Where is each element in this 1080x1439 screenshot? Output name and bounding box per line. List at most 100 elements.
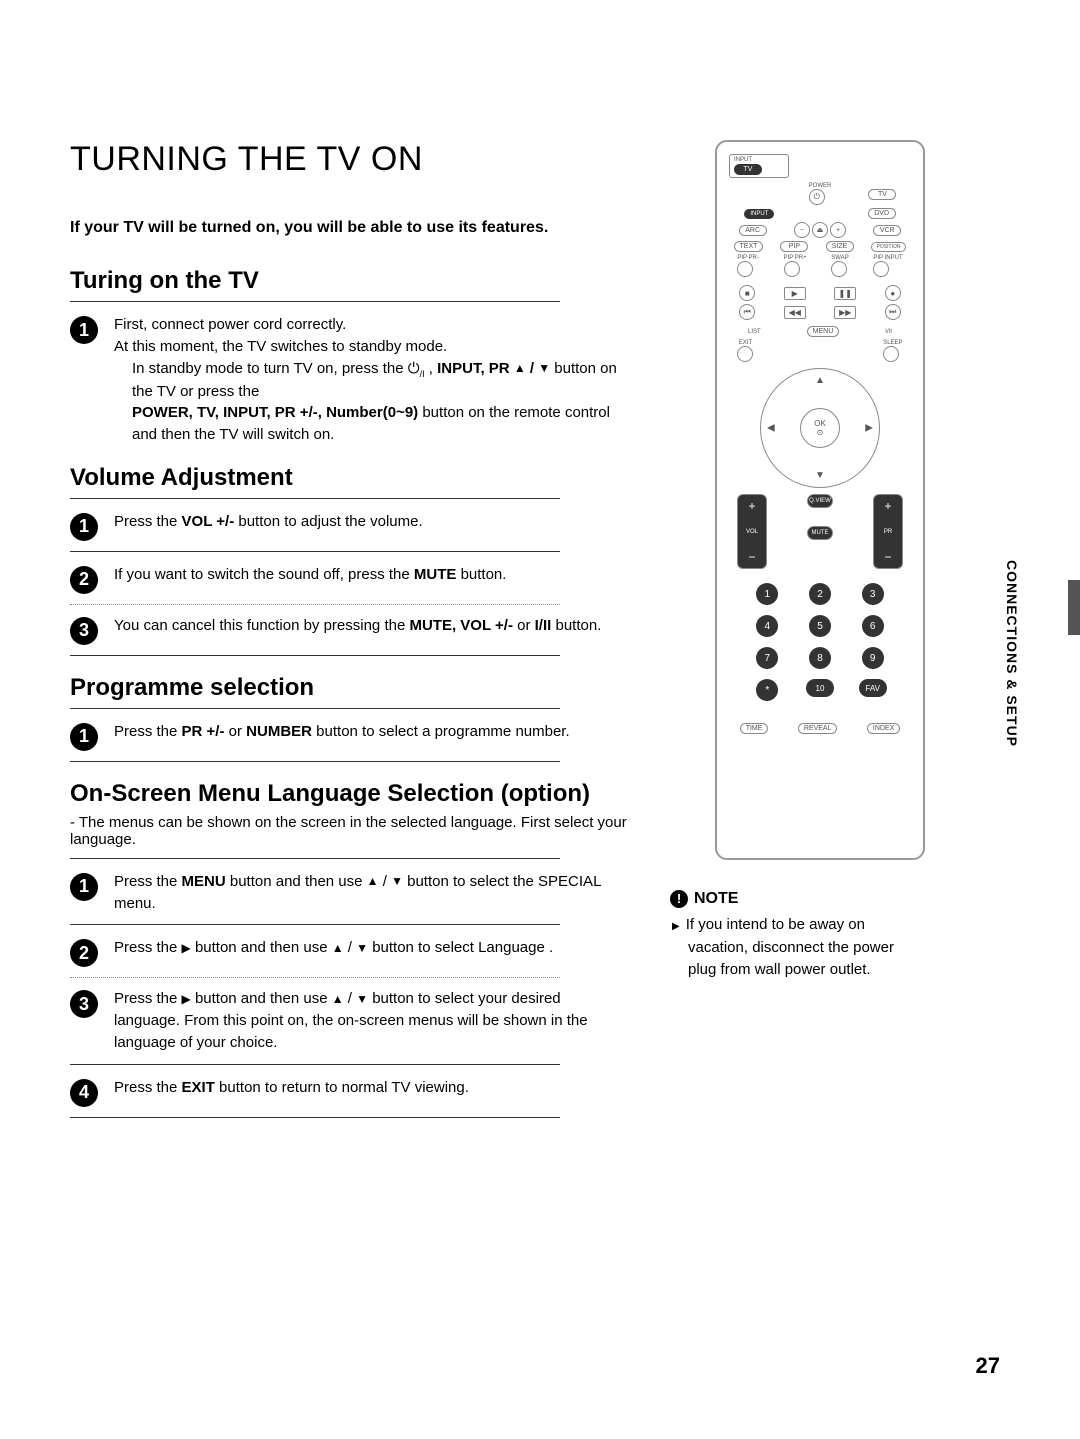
t: Press the [114, 939, 182, 956]
step-text: You can cancel this function by pressing… [114, 615, 601, 645]
remote-rec: ● [885, 285, 901, 301]
note-title: NOTE [670, 890, 900, 908]
step-badge: 1 [70, 316, 98, 344]
step-text: Press the EXIT button to return to norma… [114, 1077, 469, 1107]
t: button. [461, 566, 507, 583]
remote-input-label: INPUT [734, 157, 752, 163]
remote-tv-btn2: TV [868, 189, 896, 200]
remote-rew: ◀◀ [784, 306, 806, 319]
note-box: NOTE If you intend to be away on vacatio… [670, 890, 900, 982]
remote-power-btn: ⏻ [809, 189, 825, 205]
section-intro: - The menus can be shown on the screen i… [70, 814, 630, 848]
step-text: Press the ▶ button and then use ▲ / ▼ bu… [114, 937, 553, 967]
divider [70, 655, 560, 656]
remote-prev: ⏮ [739, 304, 755, 320]
remote-arc-btn: ARC [739, 225, 767, 236]
remote-vol-rocker: +VOL− [737, 494, 767, 569]
remote-numpad: 1 2 3 4 5 6 7 8 9 * 10 FAV [725, 575, 915, 709]
remote-qview: Q.VIEW [807, 494, 833, 508]
up-arrow-icon: ▲ [815, 375, 825, 386]
t: EXIT [182, 1079, 215, 1096]
remote-stop: ■ [739, 285, 755, 301]
t: In standby mode to turn TV on, press the [132, 360, 408, 377]
line: At this moment, the TV switches to stand… [114, 338, 447, 355]
lbl: LIST [748, 329, 761, 335]
remote-ff: ▶▶ [834, 306, 856, 319]
t: button and then use [195, 939, 332, 956]
remote-circ [831, 261, 847, 277]
power-icon: ⏻/I , [408, 360, 433, 377]
divider [70, 498, 560, 499]
t: MUTE, VOL +/- [409, 617, 512, 634]
remote-num: 9 [862, 647, 884, 669]
section-volume: Volume Adjustment [70, 464, 630, 492]
t: button and then use [230, 873, 367, 890]
right-column: INPUT TV x POWER ⏻ TV INPUT DVD [670, 140, 970, 1130]
t: Press the [114, 990, 182, 1007]
remote-tv-btn: TV [734, 164, 762, 175]
remote-time: TIME [740, 723, 769, 734]
step-badge: 2 [70, 566, 98, 594]
remote-dvd-btn: DVD [868, 208, 896, 219]
remote-position-btn: POSITION [871, 242, 907, 252]
remote-power-label: POWER [809, 183, 832, 189]
page: TURNING THE TV ON If your TV will be tur… [0, 0, 1080, 1190]
remote-fav: FAV [859, 679, 887, 697]
t: button and then use [195, 990, 332, 1007]
page-number: 27 [976, 1353, 1000, 1379]
remote-index: INDEX [867, 723, 900, 734]
lbl: SWAP [831, 255, 848, 261]
section-turing-on: Turing on the TV [70, 267, 630, 295]
remote-circ [784, 261, 800, 277]
step-row: 2 Press the ▶ button and then use ▲ / ▼ … [70, 937, 630, 967]
step-row: 1 Press the MENU button and then use ▲ /… [70, 871, 630, 915]
step-badge: 3 [70, 617, 98, 645]
lbl: PIP INPUT [873, 255, 902, 261]
remote-num: 1 [756, 583, 778, 605]
remote-dpad: ▲ ▼ ◀ ▶ OK ⊙ [760, 368, 880, 488]
step-text: Press the MENU button and then use ▲ / ▼… [114, 871, 630, 915]
remote-reveal: REVEAL [798, 723, 838, 734]
remote-num: 7 [756, 647, 778, 669]
ok-label: OK [814, 419, 826, 428]
remote-next: ⏭ [885, 304, 901, 320]
divider [70, 1117, 560, 1118]
right-arrow-icon: ▶ [865, 423, 873, 434]
remote-num: 5 [809, 615, 831, 637]
divider [70, 858, 560, 859]
divider-dotted [70, 604, 560, 605]
t: Press the [114, 873, 182, 890]
intro-text: If your TV will be turned on, you will b… [70, 219, 630, 237]
divider [70, 924, 560, 925]
section-programme: Programme selection [70, 674, 630, 702]
t: or [229, 723, 247, 740]
remote-vol-pr: +VOL− Q.VIEW MUTE +PR− [737, 494, 903, 569]
step-text: Press the VOL +/- button to adjust the v… [114, 511, 423, 541]
page-title: TURNING THE TV ON [70, 140, 630, 179]
remote-num: * [756, 679, 778, 701]
step-row: 2 If you want to switch the sound off, p… [70, 564, 630, 594]
remote-num: 4 [756, 615, 778, 637]
step-text: Press the PR +/- or NUMBER button to sel… [114, 721, 570, 751]
remote-vcr-btn: VCR [873, 225, 901, 236]
step-row: 3 Press the ▶ button and then use ▲ / ▼ … [70, 988, 630, 1053]
left-column: TURNING THE TV ON If your TV will be tur… [70, 140, 630, 1130]
step-text: If you want to switch the sound off, pre… [114, 564, 506, 594]
t: button to select Language . [372, 939, 553, 956]
t: button to adjust the volume. [238, 513, 422, 530]
remote-text-btn: TEXT [734, 241, 764, 252]
t: Press the [114, 1079, 182, 1096]
step-badge: 1 [70, 513, 98, 541]
t: INPUT, PR ▲ / ▼ [437, 360, 550, 377]
section-language: On-Screen Menu Language Selection (optio… [70, 780, 630, 808]
step-badge: 2 [70, 939, 98, 967]
t: Press the [114, 513, 182, 530]
divider [70, 761, 560, 762]
remote-mute: MUTE [807, 526, 833, 540]
t: VOL +/- [182, 513, 235, 530]
remote-num: 6 [862, 615, 884, 637]
divider [70, 708, 560, 709]
divider [70, 1064, 560, 1065]
lbl: EXIT [737, 340, 753, 346]
step-text: Press the ▶ button and then use ▲ / ▼ bu… [114, 988, 630, 1053]
